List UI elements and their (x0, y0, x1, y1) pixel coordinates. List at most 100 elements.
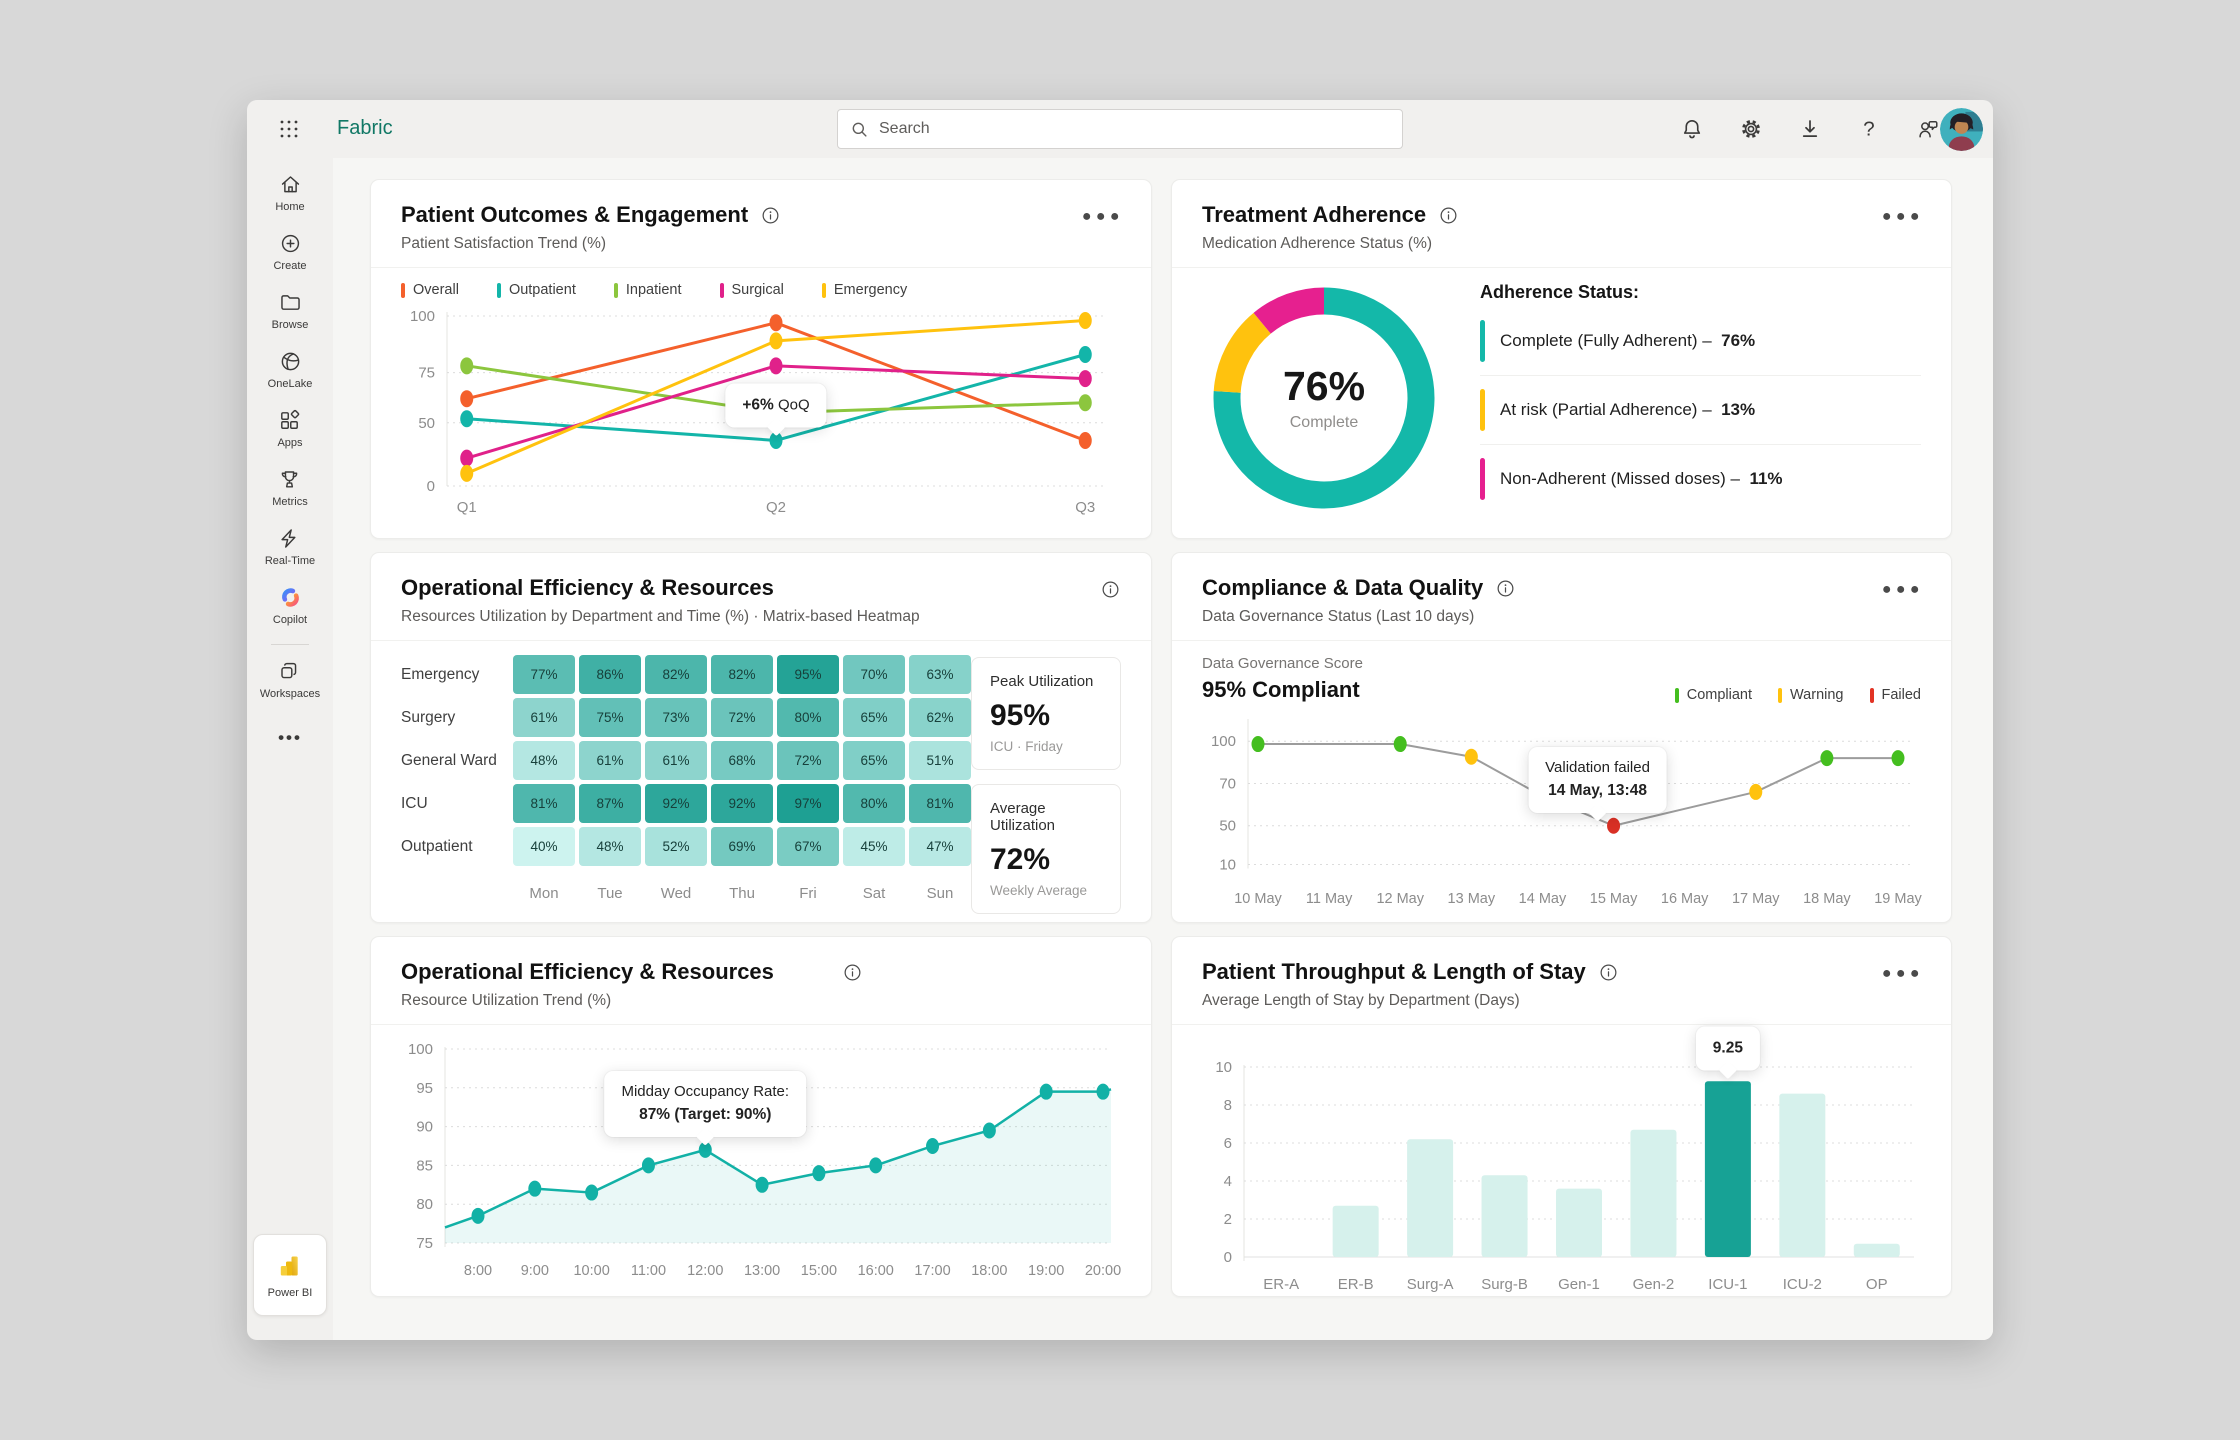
data-point-1500[interactable] (812, 1165, 826, 1182)
heatmap-cell-icu-tue[interactable]: 87% (579, 784, 641, 823)
bar-op[interactable] (1853, 1243, 1900, 1257)
adherence-legend-item[interactable]: Complete (Fully Adherent) – 76% (1480, 307, 1921, 376)
data-point-outpatient-q2[interactable] (769, 431, 783, 449)
legend-warning[interactable]: Warning (1778, 687, 1844, 703)
heatmap-cell-outpatient-fri[interactable]: 67% (777, 827, 839, 866)
heatmap-cell-emergency-sat[interactable]: 70% (843, 655, 905, 694)
notifications-icon[interactable] (1679, 116, 1705, 142)
data-point-overall-q3[interactable] (1078, 431, 1092, 449)
data-point-2000[interactable] (1096, 1083, 1110, 1100)
data-point-15-may[interactable] (1607, 817, 1621, 834)
heatmap-cell-emergency-tue[interactable]: 86% (579, 655, 641, 694)
heatmap-cell-general-ward-thu[interactable]: 68% (711, 741, 773, 780)
occupancy-chart[interactable]: 75 80 85 90 95 100 8:00 9:00 10:00 11:00 12:00 13:0… (401, 1039, 1121, 1279)
heatmap-cell-outpatient-sun[interactable]: 47% (909, 827, 971, 866)
adherence-legend-item[interactable]: At risk (Partial Adherence) – 13% (1480, 376, 1921, 445)
data-point-inpatient-q1[interactable] (460, 357, 474, 375)
donut-slice-at[interactable] (1213, 312, 1272, 393)
heatmap-cell-surgery-tue[interactable]: 75% (579, 698, 641, 737)
donut-slice-complete[interactable] (1213, 287, 1435, 508)
data-point-emergency-q1[interactable] (460, 464, 474, 482)
sidebar-item-metrics[interactable]: Metrics (272, 467, 308, 508)
sidebar-item-create[interactable]: Create (273, 231, 307, 272)
data-point-10-may[interactable] (1251, 736, 1265, 753)
adherence-donut-chart[interactable]: 76% Complete (1212, 286, 1436, 510)
feedback-icon[interactable] (1915, 116, 1941, 142)
governance-chart[interactable]: 10 50 70 100 10 May 11 May 12 May 13 May 14 May 1… (1202, 709, 1923, 907)
more-menu-icon[interactable]: ● ● ● (1081, 208, 1121, 225)
info-icon[interactable] (1100, 579, 1121, 600)
heatmap-cell-emergency-fri[interactable]: 95% (777, 655, 839, 694)
bar-icu-1[interactable] (1704, 1081, 1751, 1257)
satisfaction-chart[interactable]: 0 50 75 100 Q1 Q2 Q3 +6% QoQ (401, 304, 1121, 516)
heatmap-cell-icu-wed[interactable]: 92% (645, 784, 707, 823)
data-point-surgical-q2[interactable] (769, 357, 783, 375)
heatmap-cell-surgery-thu[interactable]: 72% (711, 698, 773, 737)
info-icon[interactable] (760, 205, 781, 226)
heatmap-cell-icu-thu[interactable]: 92% (711, 784, 773, 823)
sidebar-item-powerbi[interactable]: Power BI (253, 1234, 327, 1316)
sidebar-item-apps[interactable]: Apps (277, 408, 303, 449)
data-point-emergency-q3[interactable] (1078, 312, 1092, 330)
donut-slice-non-adherent[interactable] (1253, 287, 1325, 334)
heatmap-cell-icu-sun[interactable]: 81% (909, 784, 971, 823)
info-icon[interactable] (842, 962, 863, 983)
data-point-900[interactable] (528, 1180, 542, 1197)
heatmap-cell-emergency-mon[interactable]: 77% (513, 655, 575, 694)
app-launcher-icon[interactable] (277, 117, 301, 141)
info-icon[interactable] (1598, 962, 1619, 983)
bar-gen-1[interactable] (1556, 1188, 1602, 1257)
sidebar-item-realtime[interactable]: Real-Time (265, 526, 315, 567)
heatmap-cell-outpatient-mon[interactable]: 40% (513, 827, 575, 866)
data-point-1900[interactable] (1039, 1083, 1053, 1100)
data-point-1200[interactable] (698, 1141, 712, 1158)
bar-surg-b[interactable] (1481, 1175, 1528, 1257)
data-point-12-may[interactable] (1393, 736, 1407, 753)
sidebar-item-browse[interactable]: Browse (272, 290, 308, 331)
heatmap-cell-surgery-sun[interactable]: 62% (909, 698, 971, 737)
data-point-1300[interactable] (755, 1176, 769, 1193)
legend-outpatient[interactable]: Outpatient (496, 282, 576, 298)
bar-er-b[interactable] (1332, 1205, 1379, 1257)
heatmap-cell-surgery-sat[interactable]: 65% (843, 698, 905, 737)
data-point-emergency-q2[interactable] (769, 332, 783, 350)
settings-gear-icon[interactable] (1738, 116, 1764, 142)
legend-compliant[interactable]: Compliant (1674, 687, 1752, 703)
data-point-19-may[interactable] (1891, 750, 1905, 767)
sidebar-item-home[interactable]: Home (275, 172, 305, 213)
heatmap-cell-outpatient-wed[interactable]: 52% (645, 827, 707, 866)
help-icon[interactable]: ? (1856, 116, 1882, 142)
sidebar-item-copilot[interactable]: Copilot (273, 585, 307, 626)
heatmap-cell-general-ward-wed[interactable]: 61% (645, 741, 707, 780)
data-point-1700[interactable] (926, 1138, 940, 1154)
data-point-overall-q2[interactable] (769, 314, 783, 332)
heatmap-cell-general-ward-fri[interactable]: 72% (777, 741, 839, 780)
legend-surgical[interactable]: Surgical (719, 282, 784, 298)
data-point-17-may[interactable] (1749, 783, 1763, 800)
data-point-1100[interactable] (641, 1157, 655, 1174)
heatmap-cell-emergency-sun[interactable]: 63% (909, 655, 971, 694)
data-point-surgical-q1[interactable] (460, 449, 474, 467)
info-icon[interactable] (1438, 205, 1459, 226)
bar-surg-a[interactable] (1407, 1139, 1454, 1257)
heatmap-cell-surgery-wed[interactable]: 73% (645, 698, 707, 737)
adherence-legend-item[interactable]: Non-Adherent (Missed doses) – 11% (1480, 445, 1921, 513)
data-point-1000[interactable] (585, 1184, 599, 1201)
heatmap-cell-outpatient-thu[interactable]: 69% (711, 827, 773, 866)
heatmap-cell-emergency-thu[interactable]: 82% (711, 655, 773, 694)
data-point-surgical-q3[interactable] (1078, 370, 1092, 388)
heatmap-cell-general-ward-tue[interactable]: 61% (579, 741, 641, 780)
data-point-13-may[interactable] (1464, 748, 1478, 765)
los-bar-chart[interactable]: 0 2 4 6 8 10 ER-A ER-B Surg-A Surg-B Gen-1 Gen-2 ICU… (1202, 1026, 1921, 1293)
bar-gen-2[interactable] (1630, 1129, 1677, 1257)
more-menu-icon[interactable]: ● ● ● (1881, 208, 1921, 225)
legend-overall[interactable]: Overall (401, 282, 459, 298)
heatmap-cell-surgery-fri[interactable]: 80% (777, 698, 839, 737)
data-point-1600[interactable] (869, 1157, 883, 1174)
heatmap-cell-general-ward-sun[interactable]: 51% (909, 741, 971, 780)
heatmap-cell-surgery-mon[interactable]: 61% (513, 698, 575, 737)
search-input[interactable]: Search (837, 109, 1403, 149)
app-name[interactable]: Fabric (337, 117, 393, 139)
data-point-1800[interactable] (982, 1122, 996, 1139)
info-icon[interactable] (1495, 578, 1516, 599)
